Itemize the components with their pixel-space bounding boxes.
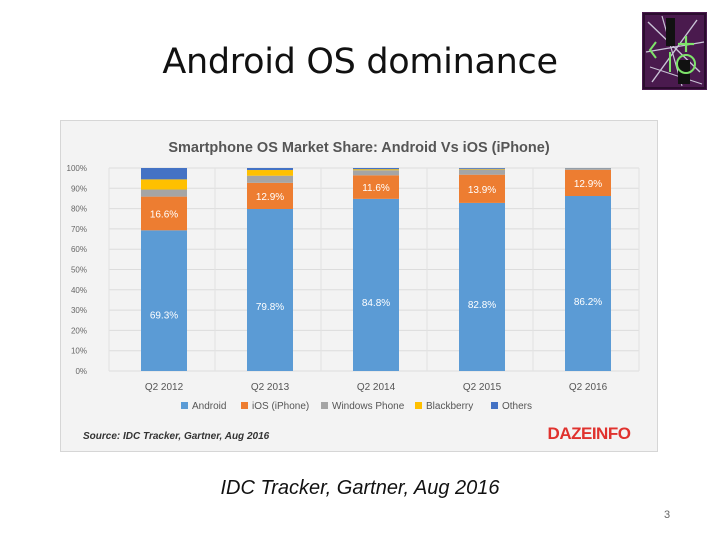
bar-segment-windows-phone [459, 169, 505, 175]
y-tick-label: 70% [71, 225, 87, 234]
page-number: 3 [664, 509, 671, 521]
x-tick-label: Q2 2015 [463, 382, 502, 393]
bar-segment-ios-iphone- [459, 174, 505, 203]
bar-segment-android [141, 230, 187, 371]
bar-segment-blackberry [141, 179, 187, 190]
dazeinfo-logo: DAZEINFO [540, 421, 638, 443]
bar-segment-ios-iphone- [565, 169, 611, 197]
y-tick-label: 30% [71, 306, 87, 315]
y-tick-label: 60% [71, 245, 87, 254]
source-caption: IDC Tracker, Gartner, Aug 2016 [220, 477, 500, 499]
logo-image [642, 12, 707, 90]
data-label: 11.6% [362, 183, 390, 194]
bar-segment-windows-phone [247, 175, 293, 183]
legend-swatch [241, 402, 248, 409]
data-label: 84.8% [362, 298, 390, 309]
x-tick-label: Q2 2016 [569, 382, 608, 393]
bar-segment-android [565, 196, 611, 371]
legend-label: Others [502, 401, 532, 412]
data-label: 12.9% [256, 192, 284, 203]
bar-segment-windows-phone [353, 170, 399, 176]
y-tick-label: 10% [71, 347, 87, 356]
data-label: 12.9% [574, 179, 602, 190]
chart-title: Smartphone OS Market Share: Android Vs i… [168, 140, 550, 156]
y-tick-label: 0% [75, 367, 87, 376]
y-tick-label: 90% [71, 184, 87, 193]
stacked-bar-chart: Smartphone OS Market Share: Android Vs i… [67, 140, 640, 443]
chart-panel: Smartphone OS Market Share: Android Vs i… [60, 120, 658, 452]
legend-swatch [321, 402, 328, 409]
y-tick-label: 100% [67, 164, 87, 173]
y-tick-label: 50% [71, 266, 87, 275]
data-label: 69.3% [150, 311, 178, 322]
bar-segment-android [247, 209, 293, 371]
x-tick-label: Q2 2013 [251, 382, 290, 393]
data-label: 86.2% [574, 297, 602, 308]
data-label: 16.6% [150, 209, 178, 220]
data-label: 82.8% [468, 300, 496, 311]
bar-segment-blackberry [353, 169, 399, 171]
bar-segment-windows-phone [141, 189, 187, 197]
y-tick-label: 20% [71, 326, 87, 335]
legend-label: Blackberry [426, 401, 473, 412]
data-label: 79.8% [256, 302, 284, 313]
legend-swatch [181, 402, 188, 409]
dazeinfo-watermark: DAZEINFO [548, 424, 631, 443]
legend-label: Android [192, 401, 226, 412]
bar-segment-android [353, 198, 399, 371]
bar-segment-others [141, 168, 187, 180]
x-tick-label: Q2 2012 [145, 382, 184, 393]
y-tick-label: 40% [71, 286, 87, 295]
bar-segment-ios-iphone- [353, 175, 399, 199]
bar-segment-ios-iphone- [247, 182, 293, 210]
bar-segment-android [459, 202, 505, 371]
bar-segment-blackberry [459, 168, 505, 170]
slide-title: Android OS dominance [162, 42, 558, 82]
bar-segment-others [353, 168, 399, 170]
bar-segment-windows-phone [565, 168, 611, 170]
data-label: 13.9% [468, 185, 496, 196]
bar-segment-others [247, 168, 293, 171]
legend-swatch [491, 402, 498, 409]
bar-segment-ios-iphone- [141, 196, 187, 231]
chart-source: Source: IDC Tracker, Gartner, Aug 2016 [83, 431, 270, 442]
legend-swatch [415, 402, 422, 409]
bar-segment-others [459, 168, 505, 169]
legend-label: Windows Phone [332, 401, 405, 412]
bar-segment-blackberry [247, 170, 293, 176]
y-tick-label: 80% [71, 205, 87, 214]
legend-label: iOS (iPhone) [252, 401, 309, 412]
x-tick-label: Q2 2014 [357, 382, 396, 393]
